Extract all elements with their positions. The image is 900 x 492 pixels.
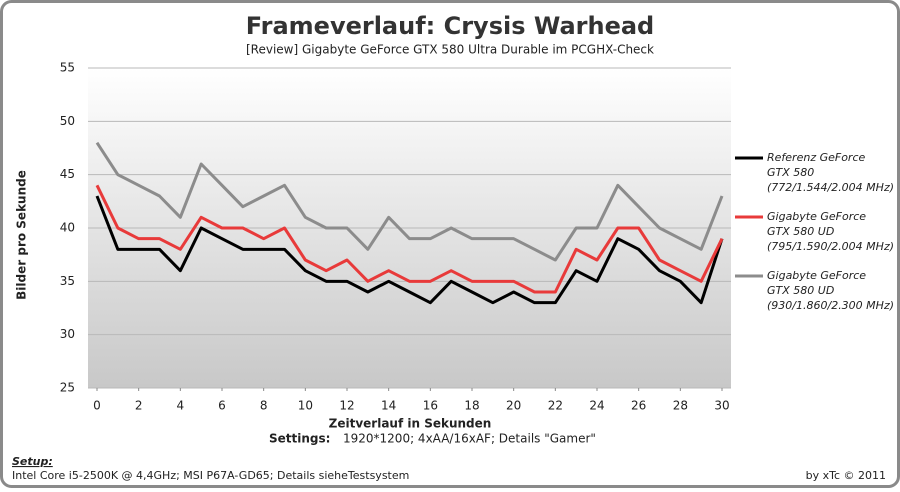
x-tick-label: 4 (177, 399, 185, 413)
legend-label: (772/1.544/2.004 MHz) (767, 181, 894, 194)
subtitle: [Review] Gigabyte GeForce GTX 580 Ultra … (246, 43, 654, 57)
settings-label: Settings: (269, 432, 330, 446)
settings-text: 1920*1200; 4xAA/16xAF; Details "Gamer" (343, 432, 596, 446)
x-tick-label: 20 (506, 399, 521, 413)
y-tick-label: 30 (60, 327, 75, 341)
series-line (95, 184, 724, 294)
x-tick-label: 16 (423, 399, 438, 413)
series-line (95, 141, 724, 262)
legend-label: GTX 580 (767, 166, 814, 179)
legend-label: (930/1.860/2.300 MHz) (767, 299, 894, 312)
y-tick-label: 45 (60, 167, 75, 181)
y-tick-label: 55 (60, 61, 75, 75)
x-tick-label: 28 (673, 399, 688, 413)
x-tick-label: 24 (589, 399, 604, 413)
legend-label: Referenz GeForce (767, 151, 866, 164)
x-tick-label: 0 (93, 399, 101, 413)
legend-label: GTX 580 UD (767, 225, 834, 238)
setup-text: Intel Core i5-2500K @ 4,4GHz; MSI P67A-G… (12, 469, 409, 482)
y-tick-label: 40 (60, 221, 75, 235)
x-tick-label: 8 (260, 399, 268, 413)
setup-label: Setup: (12, 455, 53, 468)
x-tick-label: 18 (464, 399, 479, 413)
legend-label: (795/1.590/2.004 MHz) (767, 240, 894, 253)
x-tick-label: 6 (218, 399, 226, 413)
x-tick-label: 30 (714, 399, 729, 413)
legend-label: GTX 580 UD (767, 284, 834, 297)
x-tick-label: 2 (135, 399, 143, 413)
x-tick-label: 14 (381, 399, 396, 413)
legend-label: Gigabyte GeForce (767, 269, 866, 282)
chart-title: Frameverlauf: Crysis Warhead (246, 12, 654, 40)
y-tick-label: 50 (60, 114, 75, 128)
y-axis-label: Bilder pro Sekunde (15, 170, 29, 300)
series-line (95, 195, 724, 305)
x-tick-label: 22 (548, 399, 563, 413)
x-axis-label: Zeitverlauf in Sekunden (329, 417, 492, 431)
x-tick-label: 12 (339, 399, 354, 413)
credit: by xTc © 2011 (806, 469, 886, 482)
x-tick-label: 10 (298, 399, 313, 413)
y-tick-label: 25 (60, 381, 75, 395)
legend-label: Gigabyte GeForce (767, 210, 866, 223)
y-tick-label: 35 (60, 274, 75, 288)
x-tick-label: 26 (631, 399, 646, 413)
